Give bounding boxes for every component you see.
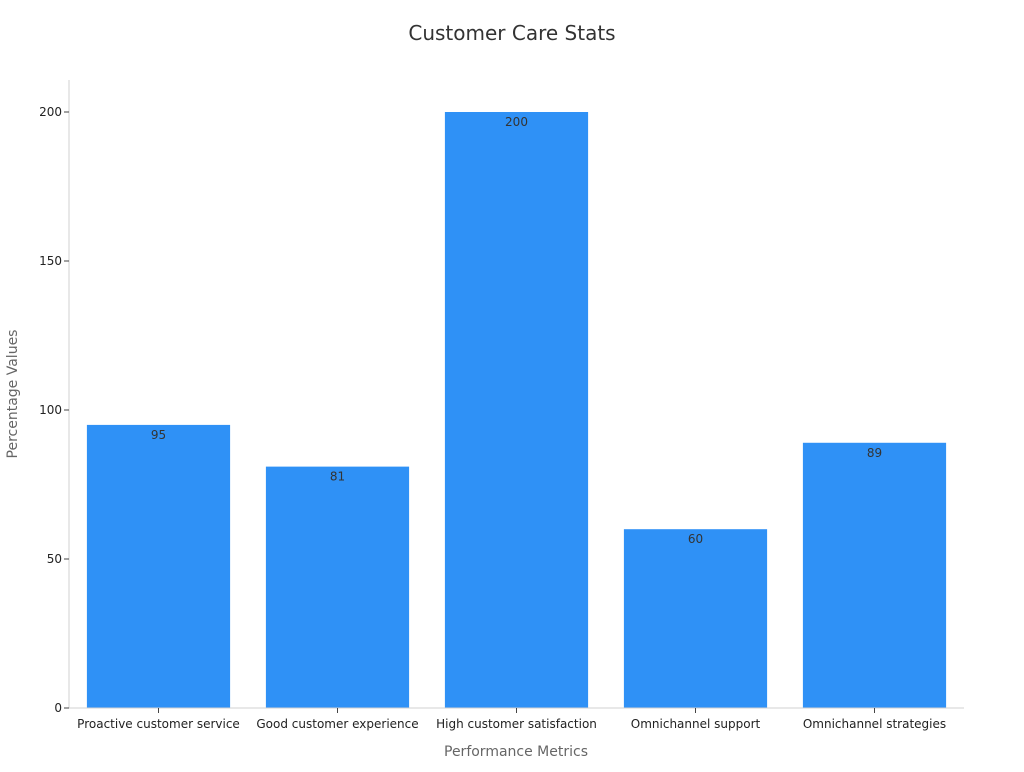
x-tick-label: Proactive customer service <box>77 717 240 731</box>
bar-value-label: 95 <box>151 428 166 442</box>
y-tick-label: 200 <box>39 105 62 119</box>
bar <box>802 442 947 708</box>
x-axis-title: Performance Metrics <box>444 744 588 760</box>
chart-title: Customer Care Stats <box>408 21 615 45</box>
bar <box>86 424 231 708</box>
bar <box>623 529 768 708</box>
x-tick-label: High customer satisfaction <box>436 717 597 731</box>
bar <box>265 466 410 708</box>
data-labels: 95 81 200 60 89 <box>151 115 882 546</box>
bar-value-label: 89 <box>867 446 882 460</box>
x-axis-ticks: Proactive customer service Good customer … <box>77 708 946 731</box>
bars <box>86 112 947 708</box>
y-tick-label: 0 <box>54 701 62 715</box>
y-tick-label: 50 <box>47 552 62 566</box>
y-axis-ticks: 0 50 100 150 200 <box>39 105 69 715</box>
y-tick-label: 150 <box>39 254 62 268</box>
bar-value-label: 60 <box>688 532 703 546</box>
y-axis-title: Percentage Values <box>5 330 21 459</box>
x-tick-label: Omnichannel strategies <box>803 717 946 731</box>
bar <box>444 112 589 708</box>
y-tick-label: 100 <box>39 403 62 417</box>
x-tick-label: Good customer experience <box>256 717 418 731</box>
bar-value-label: 81 <box>330 470 345 484</box>
bar-value-label: 200 <box>505 115 528 129</box>
x-tick-label: Omnichannel support <box>631 717 761 731</box>
